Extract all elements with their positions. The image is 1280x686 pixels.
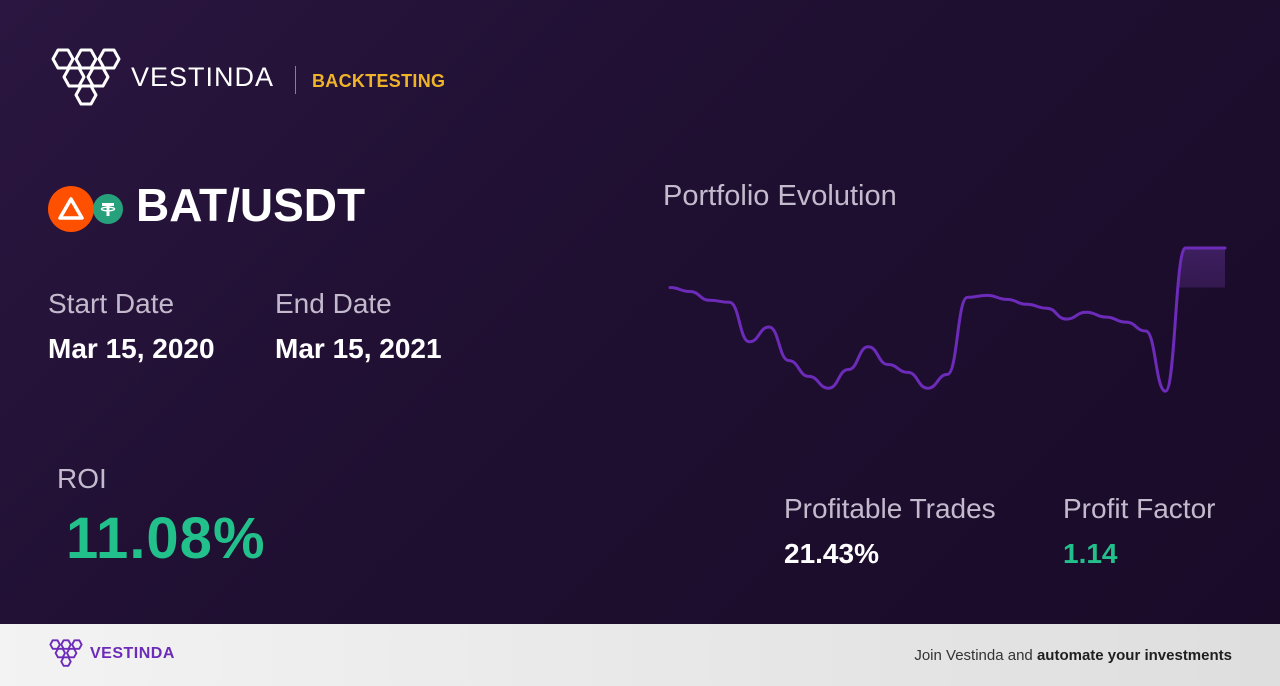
hero-panel: VESTINDA BACKTESTING BAT/USDT Start Date… [0, 0, 1280, 624]
start-date-value: Mar 15, 2020 [48, 333, 215, 364]
profit-factor-value: 1.14 [1063, 538, 1118, 569]
portfolio-line [668, 246, 1227, 393]
profitable-trades-value: 21.43% [784, 538, 879, 569]
portfolio-evolution-chart [668, 246, 1227, 393]
footer-bar: VESTINDA Join Vestinda and automate your… [0, 624, 1280, 686]
trading-pair-title: BAT/USDT [136, 179, 366, 231]
brand-name: VESTINDA [131, 62, 275, 92]
usdt-coin-icon [93, 194, 123, 224]
start-date-label: Start Date [48, 288, 175, 319]
footer-cta-prefix: Join Vestinda and [914, 647, 1037, 664]
roi-value: 11.08% [66, 506, 266, 571]
end-date-label: End Date [275, 288, 392, 319]
profit-factor-label: Profit Factor [1063, 493, 1216, 524]
header-divider [295, 66, 296, 94]
footer-cta-bold: automate your investments [1036, 647, 1232, 664]
backtesting-tag: BACKTESTING [312, 71, 446, 91]
chart-title: Portfolio Evolution [663, 180, 897, 212]
profitable-trades-label: Profitable Trades [784, 493, 996, 524]
end-date-value: Mar 15, 2021 [275, 333, 442, 364]
roi-label: ROI [57, 463, 107, 494]
footer-brand-name[interactable]: VESTINDA [90, 645, 175, 662]
vestinda-logo-icon[interactable] [48, 46, 124, 112]
chart-area-fill [670, 248, 1225, 288]
bat-coin-icon [48, 186, 94, 232]
footer-cta[interactable]: Join Vestinda and automate your investme… [914, 647, 1232, 664]
vestinda-footer-logo-icon[interactable] [48, 638, 84, 670]
